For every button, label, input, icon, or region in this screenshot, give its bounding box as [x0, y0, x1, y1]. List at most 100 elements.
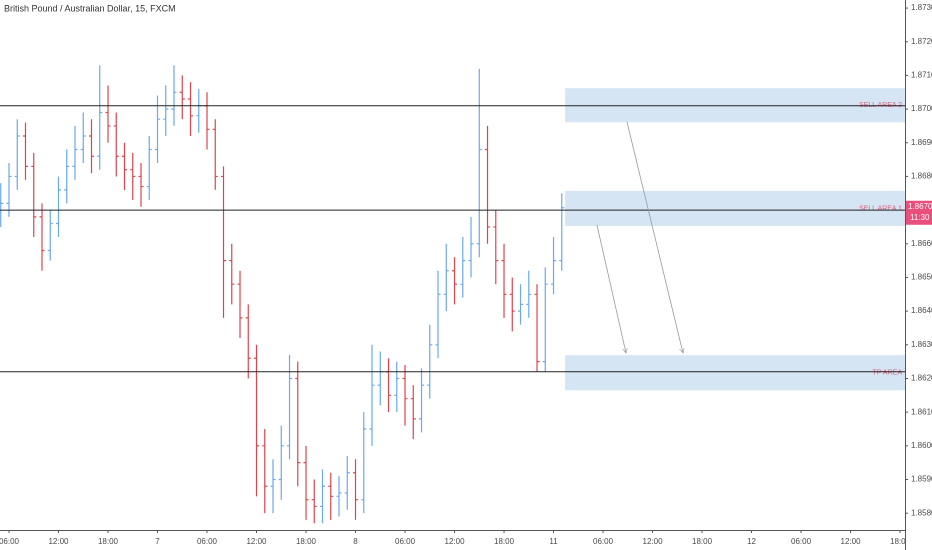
x-tick-label: 12:00 — [643, 537, 664, 546]
x-tick-label: 12:00 — [445, 537, 466, 546]
ohlc-bar — [97, 65, 103, 170]
ohlc-bar — [369, 344, 375, 446]
ohlc-bar — [410, 385, 416, 440]
ohlc-bar — [336, 476, 342, 517]
ohlc-bar — [105, 85, 111, 143]
chart-title: British Pound / Australian Dollar, 15, F… — [4, 3, 176, 13]
ohlc-bar — [542, 267, 548, 372]
ohlc-bar — [254, 344, 260, 497]
y-tick-label: 1.87200 — [911, 37, 932, 46]
ohlc-bar — [31, 152, 37, 238]
y-tick-label: 1.86200 — [911, 374, 932, 383]
y-tick-label: 1.87300 — [911, 3, 932, 12]
ohlc-bar — [188, 82, 194, 137]
ohlc-bar — [22, 122, 28, 180]
levels — [0, 105, 905, 373]
ohlc-bar — [72, 125, 78, 180]
x-tick-label: 11 — [549, 537, 558, 546]
ohlc-bar — [47, 210, 53, 261]
x-tick-label: 8 — [353, 537, 358, 546]
ohlc-bar — [526, 270, 532, 318]
ohlc-bar — [320, 469, 326, 524]
ohlc-bar — [344, 455, 350, 510]
y-tick-label: 1.86900 — [911, 138, 932, 147]
x-tick-label: 7 — [155, 537, 160, 546]
ohlc-bar — [427, 324, 433, 399]
y-tick-label: 1.86000 — [911, 441, 932, 450]
ohlc-bar — [113, 112, 119, 177]
ohlc-bar — [245, 304, 251, 379]
ohlc-bar — [6, 162, 12, 217]
x-tick-label: 18:00 — [494, 537, 515, 546]
ohlc-bar — [155, 95, 161, 163]
ohlc-bar — [237, 270, 243, 339]
ohlc-bar — [278, 425, 284, 500]
ohlc-bar — [518, 284, 524, 325]
ohlc-bar — [88, 119, 94, 174]
x-tick-label: 12:00 — [48, 537, 69, 546]
ohlc-bar — [146, 136, 152, 201]
ohlc-bar — [179, 75, 185, 120]
ohlc-bar — [361, 412, 367, 514]
bars — [0, 65, 565, 524]
x-tick-label: 06:00 — [593, 537, 614, 546]
x-tick-label: 18:00 — [692, 537, 713, 546]
ohlc-bar — [80, 112, 86, 163]
y-tick-label: 1.86600 — [911, 239, 932, 248]
y-tick-label: 1.86800 — [911, 172, 932, 181]
y-tick-label: 1.85800 — [911, 508, 932, 517]
ohlc-bar — [270, 459, 276, 514]
ohlc-bar — [551, 237, 557, 295]
ohlc-bar — [460, 237, 466, 298]
ohlc-bar — [485, 125, 491, 244]
ohlc-bar — [212, 119, 218, 190]
y-tick-label: 1.86400 — [911, 306, 932, 315]
zone — [565, 190, 905, 226]
ohlc-bar — [287, 354, 293, 460]
y-tick-label: 1.87000 — [911, 104, 932, 113]
arrow — [596, 224, 626, 353]
x-tick-label: 18:00 — [296, 537, 317, 546]
y-tick-label: 1.86300 — [911, 340, 932, 349]
countdown: 11:30 — [910, 213, 930, 222]
x-tick-label: 06:00 — [0, 537, 20, 546]
ohlc-bar — [328, 472, 334, 520]
ohlc-bar — [509, 277, 515, 332]
ohlc-bar — [311, 479, 317, 524]
x-tick-label: 18:00 — [98, 537, 119, 546]
x-tick-label: 06:00 — [197, 537, 218, 546]
ohlc-bar — [303, 445, 309, 520]
x-tick-label: 12:00 — [246, 537, 267, 546]
ohlc-bar — [171, 65, 177, 126]
ohlc-bar — [229, 243, 235, 305]
ohlc-bar — [64, 149, 70, 204]
ohlc-bar — [353, 459, 359, 520]
ohlc-bar — [55, 176, 61, 238]
ohlc-bar — [476, 68, 482, 258]
ohlc-bar — [163, 85, 169, 137]
ohlc-bar — [501, 243, 507, 318]
y-tick-label: 1.86500 — [911, 273, 932, 282]
ohlc-bar — [14, 119, 20, 190]
arrow — [626, 121, 683, 353]
ohlc-bar — [295, 361, 301, 487]
ohlc-bar — [262, 428, 268, 514]
x-tick-label: 12 — [747, 537, 756, 546]
ohlc-bar — [122, 142, 127, 190]
y-tick-label: 1.85900 — [911, 475, 932, 484]
ohlc-bar — [221, 166, 227, 318]
x-tick-label: 06:00 — [395, 537, 416, 546]
last-price-label: 1.86707 — [908, 202, 932, 211]
x-tick-label: 06:00 — [791, 537, 812, 546]
ohlc-bar — [468, 216, 474, 278]
ohlc-bar — [559, 193, 565, 271]
zone — [565, 355, 905, 391]
last-price-tag — [906, 200, 932, 225]
ohlc-bar — [443, 243, 449, 312]
ohlc-bar — [138, 162, 144, 207]
zone-label: SELL AREA 1 — [859, 205, 902, 212]
ohlc-bar — [435, 270, 441, 359]
